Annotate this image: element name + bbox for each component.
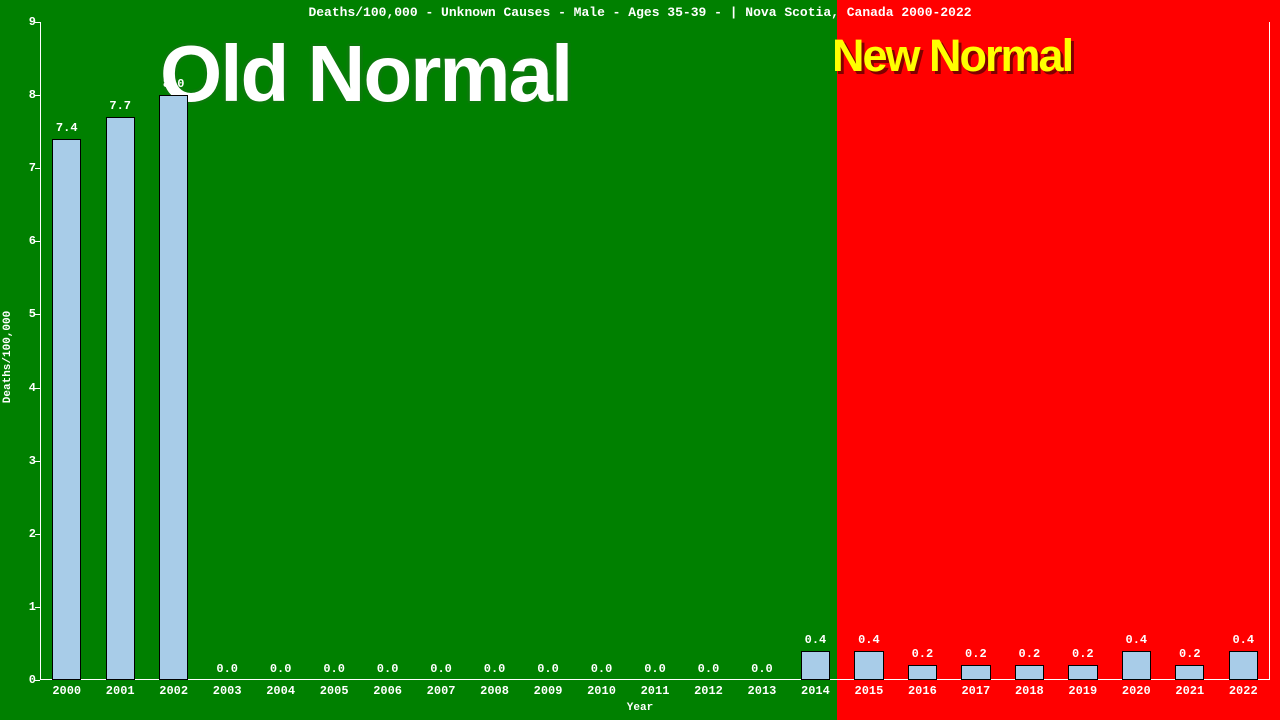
y-axis-label: Deaths/100,000 <box>2 311 14 403</box>
y-tick-label: 0 <box>16 673 36 687</box>
chart-title: Deaths/100,000 - Unknown Causes - Male -… <box>0 5 1280 20</box>
bar-value-label: 0.0 <box>751 662 773 676</box>
x-tick-label: 2021 <box>1175 684 1204 698</box>
bar-value-label: 0.2 <box>1072 647 1094 661</box>
y-tick-label: 2 <box>16 527 36 541</box>
bar-value-label: 0.0 <box>537 662 559 676</box>
bar <box>1175 665 1204 680</box>
bar-value-label: 0.2 <box>1019 647 1041 661</box>
y-axis-line <box>40 22 41 680</box>
bar-value-label: 0.0 <box>216 662 238 676</box>
bar-value-label: 0.0 <box>323 662 345 676</box>
bar-value-label: 0.2 <box>912 647 934 661</box>
x-tick-label: 2013 <box>748 684 777 698</box>
bar <box>106 117 135 680</box>
x-tick-label: 2005 <box>320 684 349 698</box>
bar-value-label: 0.0 <box>430 662 452 676</box>
x-tick-label: 2022 <box>1229 684 1258 698</box>
bar <box>908 665 937 680</box>
bar-value-label: 0.0 <box>698 662 720 676</box>
x-tick-label: 2014 <box>801 684 830 698</box>
bar-value-label: 7.7 <box>109 99 131 113</box>
bar-value-label: 0.0 <box>484 662 506 676</box>
x-tick-label: 2012 <box>694 684 723 698</box>
bar-value-label: 0.0 <box>591 662 613 676</box>
bar-value-label: 7.4 <box>56 121 78 135</box>
plot-area: 7.4 7.7 8.0 0.0 0.0 0.0 0.0 0.0 0.0 0.0 0.0 0.0 0.0 0… <box>40 22 1270 680</box>
bar-value-label: 0.4 <box>1125 633 1147 647</box>
chart-container: Deaths/100,000 - Unknown Causes - Male -… <box>0 0 1280 720</box>
x-tick-label: 2010 <box>587 684 616 698</box>
bar-value-label: 0.0 <box>644 662 666 676</box>
y-tick-label: 8 <box>16 88 36 102</box>
bar-value-label: 0.0 <box>270 662 292 676</box>
x-tick-label: 2008 <box>480 684 509 698</box>
x-tick-label: 2016 <box>908 684 937 698</box>
bar-value-label: 0.4 <box>1232 633 1254 647</box>
x-tick-label: 2015 <box>855 684 884 698</box>
right-axis-line <box>1269 22 1270 680</box>
y-tick-label: 1 <box>16 600 36 614</box>
x-tick-label: 2019 <box>1068 684 1097 698</box>
x-tick-label: 2020 <box>1122 684 1151 698</box>
y-tick-label: 3 <box>16 454 36 468</box>
x-tick-label: 2007 <box>427 684 456 698</box>
bar <box>801 651 830 680</box>
x-tick-label: 2011 <box>641 684 670 698</box>
x-tick-label: 2006 <box>373 684 402 698</box>
bar-value-label: 0.2 <box>965 647 987 661</box>
bar-value-label: 0.2 <box>1179 647 1201 661</box>
x-axis-label: Year <box>0 702 1280 714</box>
y-tick-label: 5 <box>16 307 36 321</box>
x-tick-label: 2004 <box>266 684 295 698</box>
bar-value-label: 8.0 <box>163 77 185 91</box>
x-tick-label: 2003 <box>213 684 242 698</box>
y-tick-label: 7 <box>16 161 36 175</box>
y-tick-label: 6 <box>16 234 36 248</box>
bar-value-label: 0.0 <box>377 662 399 676</box>
bar <box>52 139 81 680</box>
y-tick-label: 9 <box>16 15 36 29</box>
bar-value-label: 0.4 <box>858 633 880 647</box>
x-tick-label: 2001 <box>106 684 135 698</box>
bar-value-label: 0.4 <box>805 633 827 647</box>
bar <box>1229 651 1258 680</box>
bar <box>854 651 883 680</box>
x-tick-label: 2000 <box>52 684 81 698</box>
bar <box>961 665 990 680</box>
bar <box>1068 665 1097 680</box>
x-tick-label: 2009 <box>534 684 563 698</box>
bar <box>159 95 188 680</box>
bar <box>1122 651 1151 680</box>
bar <box>1015 665 1044 680</box>
x-tick-label: 2017 <box>961 684 990 698</box>
y-tick-label: 4 <box>16 381 36 395</box>
x-tick-label: 2002 <box>159 684 188 698</box>
x-tick-label: 2018 <box>1015 684 1044 698</box>
